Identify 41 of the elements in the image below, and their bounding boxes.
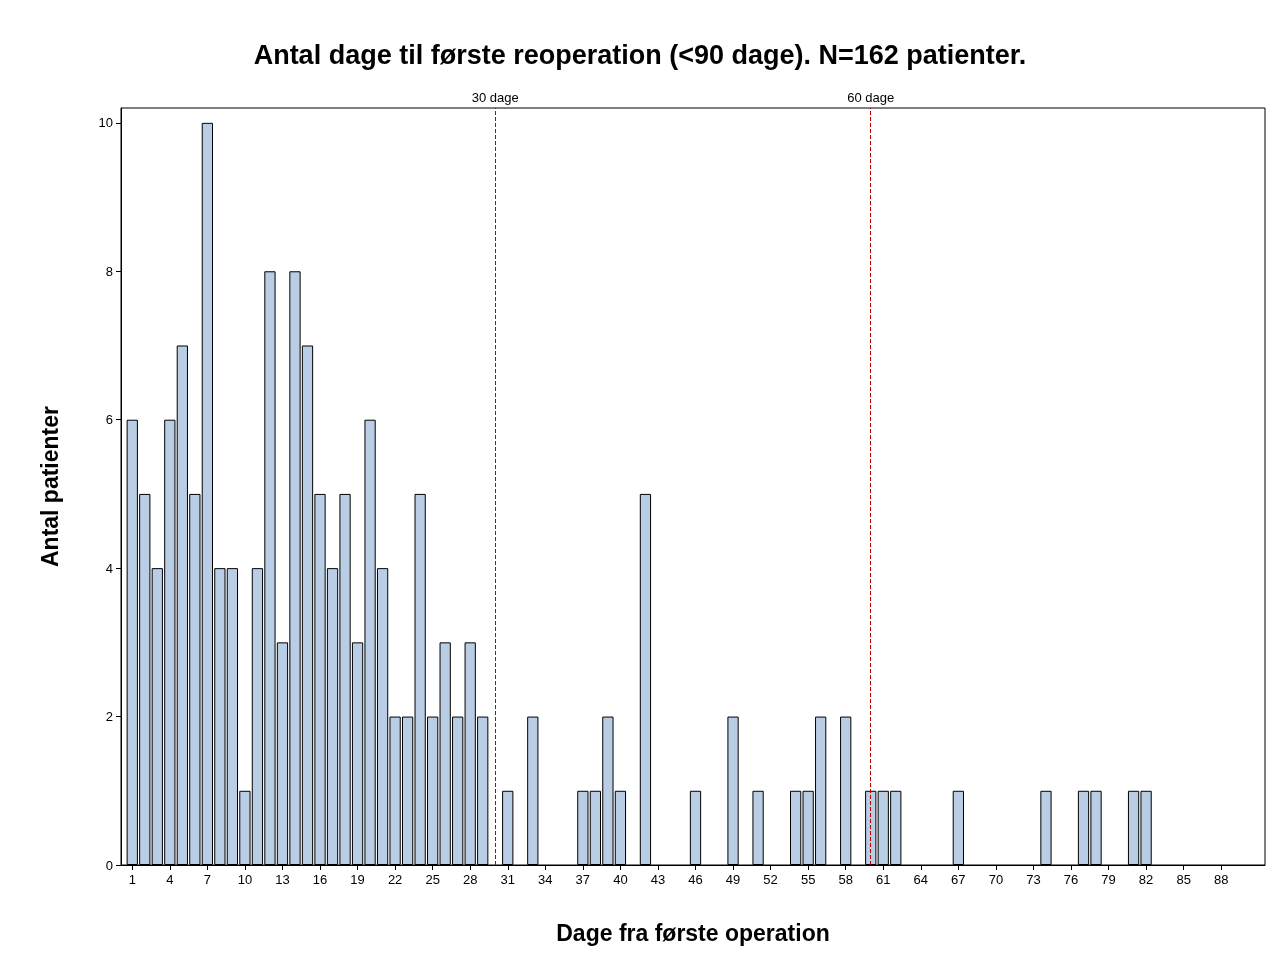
x-tick-label: 34 — [538, 872, 553, 887]
ref-line-label: 30 dage — [471, 90, 519, 105]
x-tick-label: 58 — [838, 872, 853, 887]
x-tick-label: 49 — [725, 872, 741, 887]
x-tick-label: 52 — [763, 872, 778, 887]
x-tick-label: 10 — [237, 872, 253, 887]
x-tick-label: 43 — [650, 872, 666, 887]
x-tick-label: 61 — [876, 872, 891, 887]
y-tick-label: 2 — [105, 709, 113, 725]
x-tick-label: 76 — [1063, 872, 1079, 887]
ref-line-label: 60 dage — [847, 90, 895, 105]
x-tick-label: 79 — [1101, 872, 1116, 887]
x-tick-label: 88 — [1213, 872, 1229, 887]
x-tick-label: 19 — [350, 872, 365, 887]
y-tick-label: 8 — [105, 263, 113, 279]
x-tick-label: 1 — [128, 872, 136, 887]
y-tick-label: 0 — [105, 857, 113, 873]
x-tick-label: 37 — [575, 872, 591, 887]
y-axis-title: Antal patienter — [36, 405, 63, 568]
x-tick-label: 85 — [1176, 872, 1191, 887]
x-tick-label: 13 — [275, 872, 290, 887]
x-tick-label: 7 — [203, 872, 211, 887]
x-tick-label: 70 — [988, 872, 1004, 887]
x-tick-label: 64 — [913, 872, 929, 887]
x-axis-title: Dage fra første operation — [556, 919, 830, 946]
x-tick-label: 31 — [500, 872, 515, 887]
x-tick-label: 73 — [1026, 872, 1041, 887]
x-tick-label: 55 — [800, 872, 816, 887]
y-tick-label: 4 — [105, 560, 113, 576]
x-tick-label: 28 — [462, 872, 478, 887]
x-tick-label: 82 — [1138, 872, 1154, 887]
x-tick-label: 16 — [312, 872, 328, 887]
x-tick-label: 4 — [166, 872, 174, 887]
x-tick-label: 40 — [613, 872, 628, 887]
x-tick-label: 46 — [688, 872, 703, 887]
x-tick-label: 67 — [951, 872, 966, 887]
y-tick-label: 10 — [98, 115, 113, 131]
x-tick-label: 22 — [387, 872, 403, 887]
y-tick-label: 6 — [105, 412, 113, 428]
chart-title: Antal dage til første reoperation (<90 dage). N=162 patienter. — [253, 39, 1027, 70]
x-tick-label: 25 — [425, 872, 440, 887]
